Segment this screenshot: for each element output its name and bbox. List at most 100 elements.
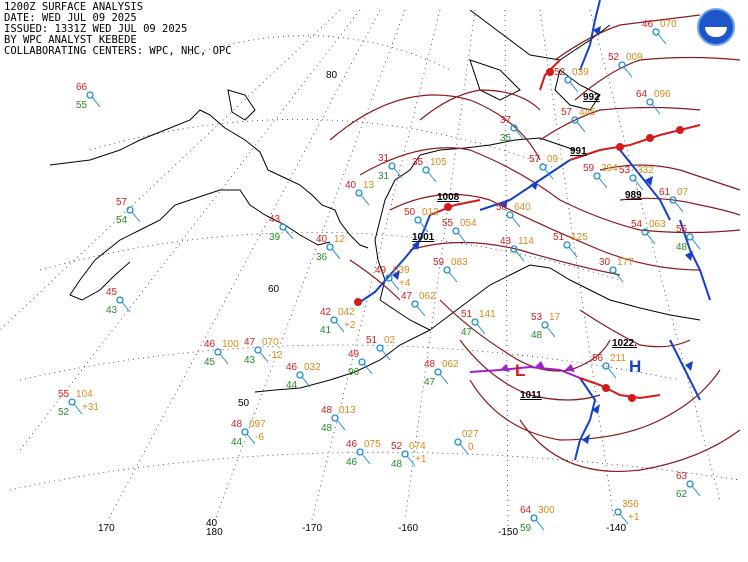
isobar — [409, 241, 621, 276]
station-pressure: 12 — [334, 234, 346, 245]
high-center-letter: H — [629, 357, 641, 376]
kamchatka — [69, 259, 131, 301]
station-plot: 37 35 — [500, 115, 525, 144]
low-center-pressure: 989 — [625, 190, 642, 201]
isobar — [599, 164, 741, 191]
isobar — [359, 147, 741, 234]
station-pressure: 070 — [660, 19, 677, 30]
station-temperature: 40 — [316, 234, 328, 245]
station-temperature: 55 — [676, 224, 688, 235]
station-pressure-tendency: 0 — [468, 442, 474, 453]
station-temperature: 50 — [404, 207, 416, 218]
noaa-logo-icon — [697, 8, 735, 46]
station-temperature: 57 — [529, 154, 541, 165]
wind-barb-icon — [515, 129, 525, 141]
station-dewpoint: 45 — [204, 357, 216, 368]
station-plot: 35 105 — [412, 157, 447, 183]
station-pressure: 445 — [579, 107, 596, 118]
high-center-pressure: 1022. — [612, 338, 637, 349]
wind-barb-icon — [361, 453, 371, 465]
station-dewpoint: 48 — [391, 459, 403, 470]
wind-barb-icon — [674, 201, 684, 213]
station-pressure: 114 — [518, 236, 534, 247]
station-pressure: 070 — [262, 337, 279, 348]
station-circle-icon — [330, 316, 338, 324]
map-header: 1200Z SURFACE ANALYSIS DATE: WED JUL 09 … — [4, 2, 232, 57]
station-pressure: 096 — [654, 89, 671, 100]
station-dewpoint: 48 — [676, 242, 688, 253]
station-dewpoint: 48 — [321, 423, 333, 434]
station-circle-icon — [510, 124, 518, 132]
station-pressure: 640 — [514, 202, 531, 213]
station-circle-icon — [686, 233, 694, 241]
station-plot: 52 48 074 +1 — [391, 441, 427, 470]
station-pressure-tendency: +1 — [415, 454, 427, 465]
station-temperature: 57 — [116, 197, 128, 208]
wind-barb-icon — [419, 221, 429, 233]
station-dewpoint: 62 — [676, 489, 688, 500]
meridian-line — [504, 9, 509, 541]
station-plot: 57 445 — [561, 107, 596, 133]
isobar — [459, 339, 601, 401]
station-circle-icon — [669, 196, 677, 204]
station-plot: 52 039 — [554, 67, 589, 93]
cold-front-triangle — [685, 361, 693, 371]
lat-label-80: 80 — [326, 70, 338, 81]
wind-barb-icon — [614, 271, 624, 283]
station-pressure: 083 — [451, 257, 468, 268]
station-dewpoint: 35 — [500, 133, 512, 144]
station-plot: 49 96 — [348, 349, 373, 378]
station-dewpoint: 44 — [286, 380, 298, 391]
station-circle-icon — [443, 266, 451, 274]
wind-barb-icon — [448, 271, 458, 283]
station-pressure: 063 — [649, 219, 666, 230]
alaska-west-coast — [374, 154, 421, 301]
wind-barb-icon — [691, 485, 701, 497]
wind-barb-icon — [623, 66, 633, 78]
station-pressure: 074 — [409, 441, 426, 452]
graticule-labels: 80 60 50 40 170 180 -170 -160 -150 -140 — [98, 70, 626, 538]
station-plot: 55 054 — [442, 218, 477, 244]
cold-front — [669, 339, 701, 401]
station-pressure: 294 — [601, 163, 618, 174]
occluded-front-symbol — [535, 361, 545, 369]
station-plot: 40 36 12 — [316, 234, 346, 263]
low-center-letter: L — [515, 361, 525, 380]
parallel-70 — [89, 118, 561, 171]
station-pressure: 062 — [419, 291, 436, 302]
station-pressure: 13 — [363, 180, 375, 191]
station-plot: 57 09 — [529, 154, 559, 180]
wind-barb-icon — [219, 353, 229, 365]
wind-barb-icon — [546, 326, 556, 338]
station-plot: 54 063 — [631, 219, 666, 245]
meridian-line — [539, 9, 615, 521]
isobar — [349, 259, 401, 301]
wind-barb-icon — [301, 376, 311, 388]
station-circle-icon — [401, 450, 409, 458]
isobar — [329, 94, 541, 161]
station-plot: 57 54 — [116, 197, 141, 226]
lat-label-60: 60 — [268, 284, 280, 295]
station-circle-icon — [356, 448, 364, 456]
station-circle-icon — [541, 321, 549, 329]
station-temperature: 53 — [619, 165, 631, 176]
wind-barb-icon — [535, 519, 545, 531]
station-pressure-tendency: -12 — [268, 350, 283, 361]
station-circle-icon — [641, 228, 649, 236]
meridian-line — [214, 9, 406, 521]
meridian-line — [404, 9, 476, 521]
wind-barb-icon — [691, 238, 701, 250]
station-temperature: 49 — [348, 349, 360, 360]
wind-barb-icon — [619, 513, 629, 525]
wind-barb-icon — [381, 349, 391, 361]
station-plot: 50 012 — [404, 207, 439, 233]
station-pressure: 100 — [222, 339, 239, 350]
station-circle-icon — [296, 371, 304, 379]
warm-front-semicircle — [546, 68, 554, 76]
wind-barb-icon — [259, 351, 269, 363]
station-plot: 46 46 075 — [346, 439, 381, 468]
cold-front-triangle — [392, 270, 400, 280]
wind-barb-icon — [393, 167, 403, 179]
wind-barb-icon — [91, 96, 101, 108]
siberia-coast-south — [94, 189, 331, 261]
